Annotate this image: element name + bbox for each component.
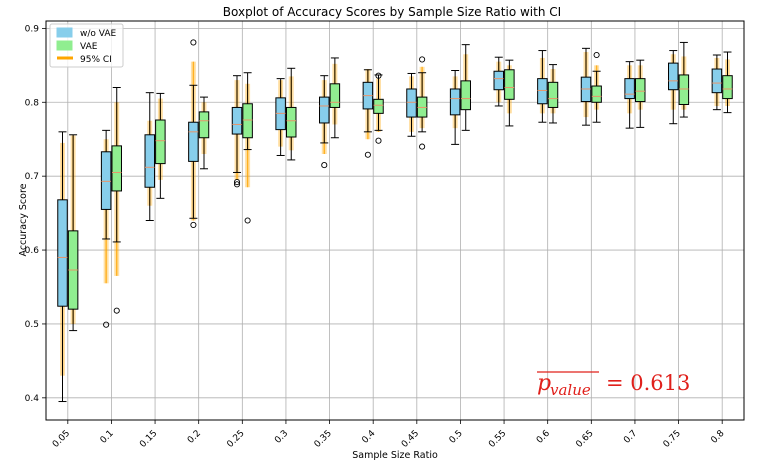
plot-frame (45, 20, 745, 421)
legend-swatch-vae (56, 40, 73, 51)
outliers (103, 39, 600, 328)
p-value-subscript: value (550, 381, 591, 399)
x-axis-ticks: 0.05 0.1 0.15 0.2 0.25 0.3 0.35 0.4 0.45 0.5 0.55 0… (51, 420, 727, 450)
y-tick-label: 0.6 (25, 246, 40, 256)
x-tick-label: 0.4 (360, 428, 377, 445)
y-tick-label: 0.7 (25, 172, 39, 182)
outlier-point (321, 162, 328, 169)
box (242, 103, 253, 139)
outlier-point (593, 51, 600, 59)
outlier-point (419, 56, 426, 63)
box (111, 145, 122, 192)
p-value-symbol: p (537, 371, 551, 396)
y-tick-label: 0.8 (25, 98, 40, 108)
legend-swatch-wo-vae (56, 27, 73, 38)
y-tick-label: 0.4 (25, 394, 40, 404)
x-tick-label: 0.45 (400, 429, 421, 450)
box (198, 111, 210, 139)
box (285, 106, 297, 138)
x-tick-label: 0.8 (709, 428, 726, 445)
box (155, 119, 166, 165)
y-tick-label: 0.5 (25, 320, 39, 330)
outlier-point (233, 179, 241, 186)
box (722, 75, 733, 100)
p-value-annotation: p value = 0.613 (537, 371, 690, 399)
legend-label-ci: 95% CI (80, 55, 112, 65)
box (460, 80, 471, 111)
box (634, 78, 646, 103)
x-axis-label: Sample Size Ratio (352, 450, 438, 461)
outlier-point (103, 321, 110, 328)
x-tick-label: 0.25 (225, 429, 246, 450)
x-tick-label: 0.5 (448, 429, 465, 446)
y-axis-ticks: 0.4 0.5 0.6 0.7 0.8 0.9 (25, 24, 46, 404)
legend-label-wo-vae: w/o VAE (80, 29, 116, 39)
x-tick-label: 0.7 (622, 429, 639, 446)
box (624, 78, 635, 100)
box (537, 78, 548, 105)
outlier-point (233, 181, 241, 188)
box (678, 74, 690, 105)
x-tick-label: 0.55 (487, 429, 508, 450)
y-axis-label: Accuracy Score (18, 183, 29, 256)
y-tick-label: 0.9 (25, 24, 40, 34)
p-value-text: = 0.613 (606, 371, 690, 395)
outlier-point (419, 143, 426, 150)
outlier-point (244, 217, 251, 224)
outlier-point (190, 221, 197, 228)
x-tick-label: 0.1 (99, 429, 116, 446)
x-tick-label: 0.65 (574, 429, 595, 450)
chart-title: Boxplot of Accuracy Scores by Sample Siz… (223, 5, 561, 19)
box (711, 68, 723, 94)
x-tick-label: 0.35 (313, 429, 334, 450)
x-tick-label: 0.6 (535, 428, 552, 445)
box (144, 134, 156, 188)
box (373, 98, 384, 114)
outlier-point (113, 307, 120, 314)
legend-label-vae: VAE (80, 42, 98, 52)
box (231, 106, 243, 135)
x-tick-label: 0.05 (51, 429, 72, 450)
legend: w/o VAE VAE 95% CI (49, 23, 124, 68)
outlier-point (190, 39, 197, 46)
box (406, 88, 417, 118)
box (547, 81, 559, 108)
x-tick-label: 0.3 (273, 429, 290, 446)
box (493, 70, 505, 91)
box (57, 199, 68, 307)
outlier-point (375, 72, 382, 79)
box (591, 85, 602, 103)
boxes (57, 41, 733, 403)
x-tick-label: 0.2 (186, 429, 203, 446)
box (504, 69, 515, 100)
box (319, 96, 330, 124)
outlier-point (375, 137, 382, 144)
box (329, 83, 341, 108)
outlier-point (364, 151, 371, 158)
grid-lines (46, 21, 744, 420)
x-tick-label: 0.15 (138, 429, 159, 450)
box (668, 62, 679, 91)
box (449, 88, 461, 116)
box (100, 151, 112, 210)
x-tick-label: 0.75 (662, 429, 683, 450)
box (188, 121, 199, 162)
